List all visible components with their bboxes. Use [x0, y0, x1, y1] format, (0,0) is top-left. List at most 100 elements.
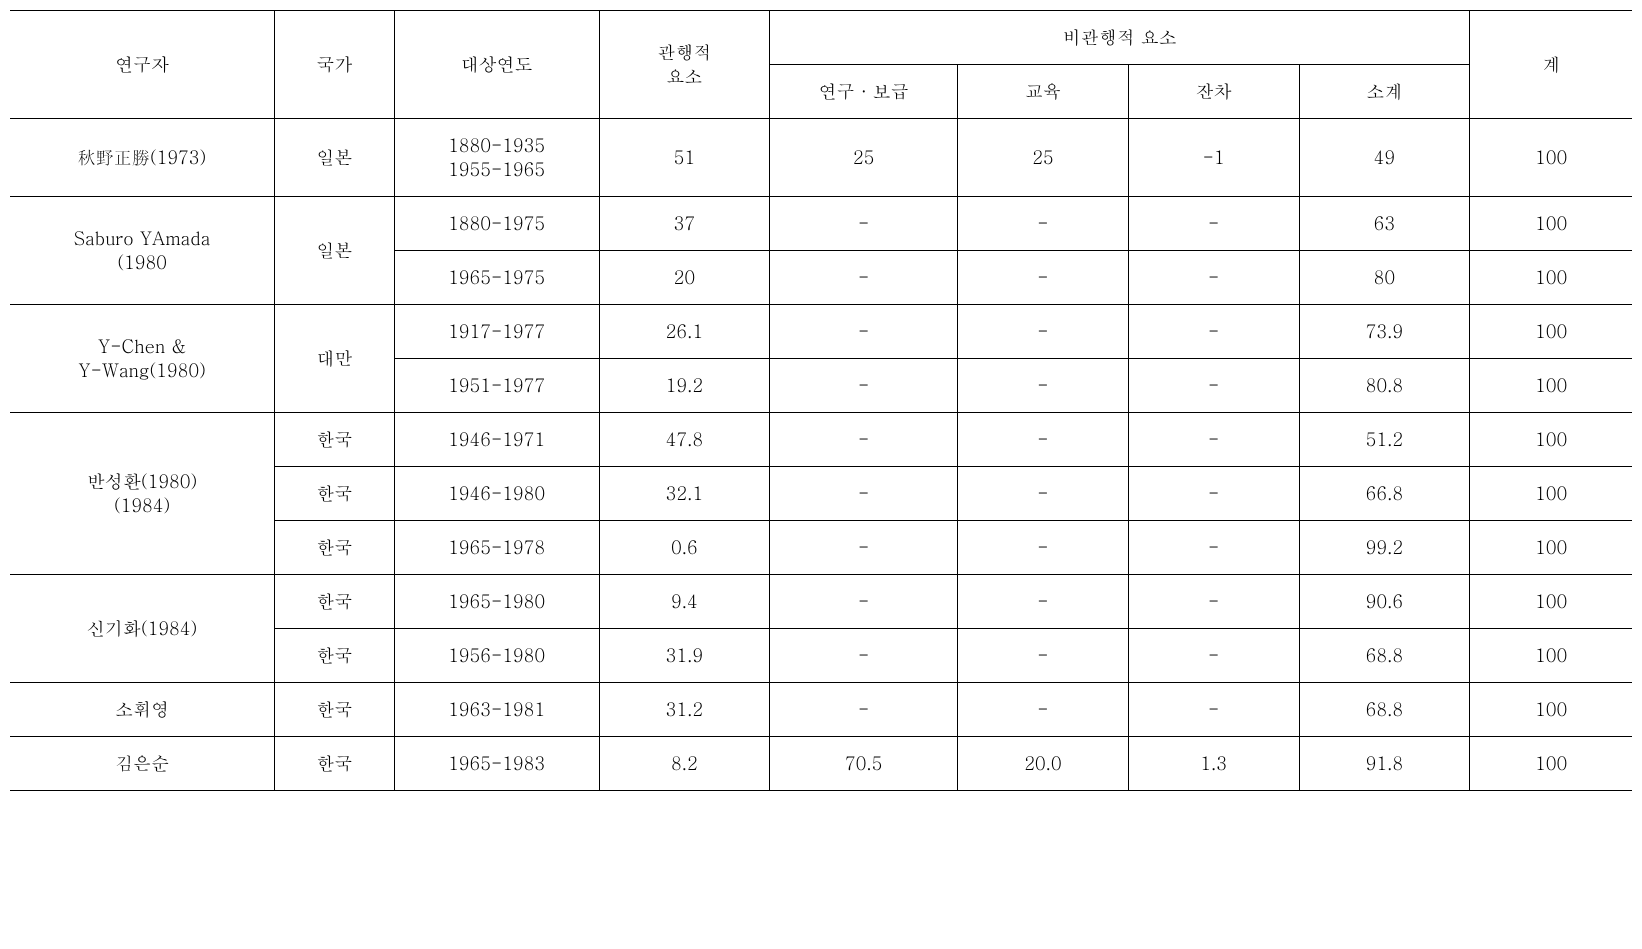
cell-country: 한국 — [275, 467, 395, 521]
cell-sub: 80 — [1299, 251, 1470, 305]
cell-rs: 70.5 — [770, 737, 958, 791]
cell-ed: - — [958, 629, 1129, 683]
table-row: Y-Chen &Y-Wang(1980) 대만 1917-1977 26.1 -… — [10, 305, 1632, 359]
cell-sub: 80.8 — [1299, 359, 1470, 413]
data-table: 연구자 국가 대상연도 관행적요소 비관행적 요소 계 연구 · 보급 교육 잔… — [10, 10, 1632, 791]
cell-tot: 100 — [1470, 629, 1632, 683]
cell-conv: 26.1 — [599, 305, 770, 359]
cell-country: 일본 — [275, 119, 395, 197]
cell-res: - — [1128, 629, 1299, 683]
cell-ed: 25 — [958, 119, 1129, 197]
cell-sub: 51.2 — [1299, 413, 1470, 467]
cell-period: 1965-1978 — [394, 521, 599, 575]
cell-tot: 100 — [1470, 197, 1632, 251]
cell-tot: 100 — [1470, 119, 1632, 197]
table-row: Saburo YAmada(1980 일본 1880-1975 37 - - -… — [10, 197, 1632, 251]
cell-rs: - — [770, 305, 958, 359]
cell-ed: 20.0 — [958, 737, 1129, 791]
cell-res: - — [1128, 575, 1299, 629]
cell-period: 1880-19351955-1965 — [394, 119, 599, 197]
cell-rs: - — [770, 359, 958, 413]
cell-researcher: 신기화(1984) — [10, 575, 275, 683]
cell-rs: - — [770, 197, 958, 251]
cell-rs: - — [770, 251, 958, 305]
cell-tot: 100 — [1470, 683, 1632, 737]
cell-res: - — [1128, 413, 1299, 467]
cell-tot: 100 — [1470, 737, 1632, 791]
cell-res: -1 — [1128, 119, 1299, 197]
cell-conv: 20 — [599, 251, 770, 305]
cell-country: 한국 — [275, 575, 395, 629]
cell-researcher: Saburo YAmada(1980 — [10, 197, 275, 305]
cell-period: 1965-1975 — [394, 251, 599, 305]
cell-tot: 100 — [1470, 251, 1632, 305]
cell-rs: - — [770, 413, 958, 467]
cell-res: 1.3 — [1128, 737, 1299, 791]
table-body: 秋野正勝(1973) 일본 1880-19351955-1965 51 25 2… — [10, 119, 1632, 791]
cell-res: - — [1128, 251, 1299, 305]
cell-conv: 8.2 — [599, 737, 770, 791]
col-conventional: 관행적요소 — [599, 11, 770, 119]
cell-country: 한국 — [275, 629, 395, 683]
cell-country: 대만 — [275, 305, 395, 413]
cell-country: 한국 — [275, 683, 395, 737]
cell-conv: 31.9 — [599, 629, 770, 683]
cell-ed: - — [958, 521, 1129, 575]
cell-res: - — [1128, 467, 1299, 521]
cell-res: - — [1128, 521, 1299, 575]
cell-period: 1965-1983 — [394, 737, 599, 791]
cell-tot: 100 — [1470, 521, 1632, 575]
cell-researcher: 반성환(1980)(1984) — [10, 413, 275, 575]
cell-res: - — [1128, 359, 1299, 413]
cell-ed: - — [958, 413, 1129, 467]
cell-country: 한국 — [275, 521, 395, 575]
cell-conv: 9.4 — [599, 575, 770, 629]
cell-res: - — [1128, 197, 1299, 251]
cell-tot: 100 — [1470, 575, 1632, 629]
col-researcher: 연구자 — [10, 11, 275, 119]
table-row: 김은순 한국 1965-1983 8.2 70.5 20.0 1.3 91.8 … — [10, 737, 1632, 791]
col-subtotal: 소계 — [1299, 65, 1470, 119]
cell-researcher: 秋野正勝(1973) — [10, 119, 275, 197]
cell-country: 한국 — [275, 413, 395, 467]
cell-conv: 37 — [599, 197, 770, 251]
cell-conv: 32.1 — [599, 467, 770, 521]
cell-conv: 47.8 — [599, 413, 770, 467]
cell-rs: - — [770, 467, 958, 521]
cell-sub: 66.8 — [1299, 467, 1470, 521]
col-residual: 잔차 — [1128, 65, 1299, 119]
cell-tot: 100 — [1470, 359, 1632, 413]
table-row: 신기화(1984) 한국 1965-1980 9.4 - - - 90.6 10… — [10, 575, 1632, 629]
cell-period: 1956-1980 — [394, 629, 599, 683]
cell-res: - — [1128, 683, 1299, 737]
col-research-supply: 연구 · 보급 — [770, 65, 958, 119]
cell-period: 1946-1971 — [394, 413, 599, 467]
col-nonconv-group: 비관행적 요소 — [770, 11, 1470, 65]
cell-period: 1917-1977 — [394, 305, 599, 359]
cell-period: 1951-1977 — [394, 359, 599, 413]
cell-sub: 99.2 — [1299, 521, 1470, 575]
table-header: 연구자 국가 대상연도 관행적요소 비관행적 요소 계 연구 · 보급 교육 잔… — [10, 11, 1632, 119]
cell-period: 1963-1981 — [394, 683, 599, 737]
cell-conv: 0.6 — [599, 521, 770, 575]
table-row: 반성환(1980)(1984) 한국 1946-1971 47.8 - - - … — [10, 413, 1632, 467]
cell-ed: - — [958, 197, 1129, 251]
cell-ed: - — [958, 305, 1129, 359]
cell-ed: - — [958, 251, 1129, 305]
cell-period: 1965-1980 — [394, 575, 599, 629]
cell-tot: 100 — [1470, 413, 1632, 467]
cell-conv: 31.2 — [599, 683, 770, 737]
cell-res: - — [1128, 305, 1299, 359]
cell-period: 1880-1975 — [394, 197, 599, 251]
table-row: 秋野正勝(1973) 일본 1880-19351955-1965 51 25 2… — [10, 119, 1632, 197]
cell-rs: - — [770, 575, 958, 629]
cell-country: 일본 — [275, 197, 395, 305]
table-row: 소휘영 한국 1963-1981 31.2 - - - 68.8 100 — [10, 683, 1632, 737]
cell-rs: - — [770, 629, 958, 683]
col-total: 계 — [1470, 11, 1632, 119]
cell-tot: 100 — [1470, 305, 1632, 359]
cell-conv: 19.2 — [599, 359, 770, 413]
cell-sub: 49 — [1299, 119, 1470, 197]
cell-ed: - — [958, 575, 1129, 629]
cell-sub: 91.8 — [1299, 737, 1470, 791]
